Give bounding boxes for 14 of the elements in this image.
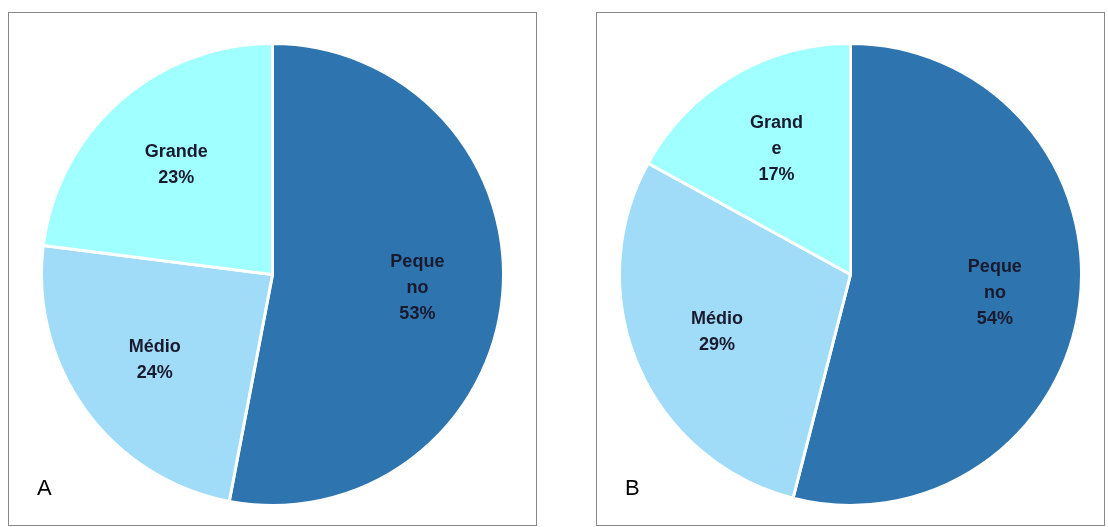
data-label: 23% — [158, 167, 195, 188]
text: A — [37, 475, 52, 500]
data-label: 24% — [136, 362, 173, 383]
data-label: 29% — [698, 334, 735, 355]
slice-label: Médio — [128, 336, 181, 357]
data-label: 53% — [399, 303, 436, 324]
slice-label: Peque no — [390, 251, 445, 298]
slice-label: Grande — [144, 141, 208, 162]
text: B — [625, 475, 640, 500]
slice-label: Médio — [690, 308, 743, 329]
data-label: 17% — [758, 164, 795, 185]
slice-label: Grand e — [749, 112, 803, 159]
slice-label: Peque no — [967, 255, 1022, 302]
data-label: 54% — [976, 307, 1013, 328]
